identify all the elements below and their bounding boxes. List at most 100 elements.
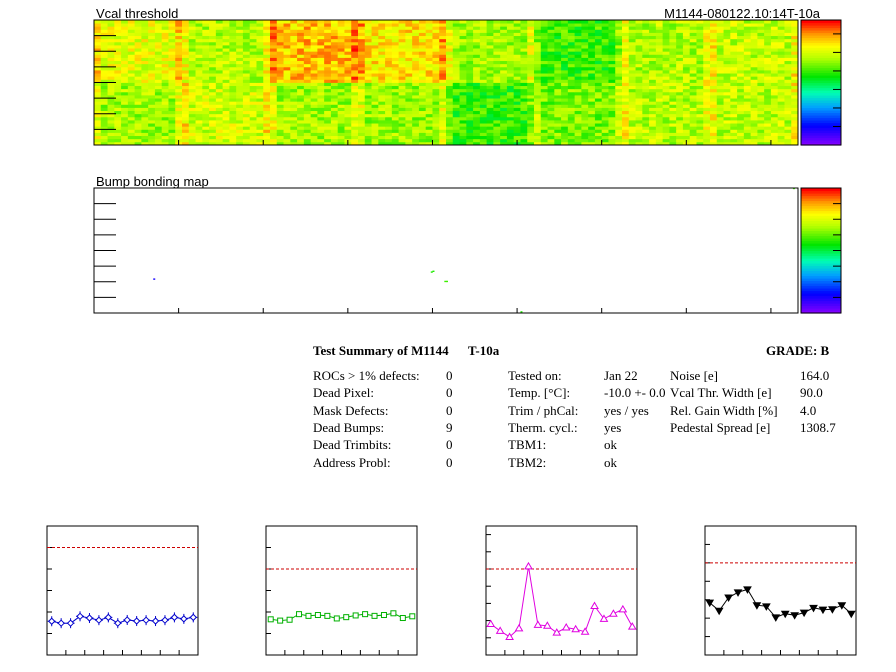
vcal-cell <box>161 66 169 71</box>
vcal-cell <box>649 82 657 87</box>
vcal-cell <box>561 73 569 77</box>
vcal-cell <box>371 23 379 27</box>
vcal-cell <box>601 48 609 52</box>
vcal-cell <box>398 51 406 55</box>
vcal-cell <box>676 45 684 49</box>
vcal-cell <box>452 135 460 140</box>
vcal-cell <box>263 116 271 121</box>
vcal-cell <box>100 123 108 127</box>
vcal-cell <box>716 66 724 71</box>
vcal-cell <box>554 129 562 133</box>
vcal-cell <box>520 35 528 40</box>
vcal-cell <box>412 132 420 137</box>
vcal-cell <box>303 57 312 62</box>
vcal-cell <box>290 79 298 83</box>
summary-value: 0 <box>446 402 453 418</box>
vcal-cell <box>466 66 474 71</box>
vcal-cell <box>534 38 542 43</box>
vcal-cell <box>682 120 691 124</box>
vcal-cell <box>195 135 203 140</box>
vcal-cell <box>351 135 359 140</box>
vcal-cell <box>547 79 555 83</box>
vcal-cell <box>182 129 190 133</box>
vcal-cell <box>486 60 494 65</box>
vcal-cell <box>791 73 799 77</box>
vcal-cell <box>486 26 494 30</box>
vcal-cell <box>398 141 406 146</box>
vcal-cell <box>290 48 298 52</box>
vcal-cell <box>479 48 488 52</box>
vcal-cell <box>649 138 657 143</box>
vcal-cell <box>168 73 176 77</box>
vcal-cell <box>215 54 224 58</box>
vcal-cell <box>703 57 711 62</box>
vcal-cell <box>635 132 643 137</box>
vcal-cell <box>236 85 244 90</box>
data-point <box>837 602 847 610</box>
vcal-cell <box>412 35 420 40</box>
vcal-cell <box>473 123 481 127</box>
vcal-cell <box>784 126 792 130</box>
bump-map-axes <box>93 187 772 314</box>
vcal-cell <box>534 129 542 133</box>
vcal-cell <box>134 98 142 102</box>
vcal-cell <box>412 54 420 58</box>
vcal-cell <box>689 104 697 108</box>
vcal-cell <box>547 138 555 143</box>
vcal-cell <box>608 88 616 93</box>
vcal-cell <box>364 120 372 124</box>
data-point <box>142 616 150 624</box>
vcal-cell <box>134 138 142 143</box>
vcal-cell <box>161 70 169 74</box>
vcal-cell <box>121 29 129 33</box>
vcal-cell <box>432 51 440 55</box>
vcal-cell <box>479 129 488 133</box>
vcal-cell <box>94 113 102 118</box>
vcal-cell <box>588 66 596 71</box>
vcal-cell <box>689 60 697 65</box>
vcal-cell <box>520 132 528 137</box>
vcal-cell <box>791 20 799 24</box>
vcal-cell <box>134 101 142 105</box>
vcal-cell <box>479 113 488 118</box>
vcal-cell <box>330 129 339 133</box>
vcal-cell <box>161 91 169 96</box>
vcal-cell <box>682 132 691 137</box>
vcal-cell <box>249 73 257 77</box>
vcal-cell <box>730 113 738 118</box>
vcal-cell <box>141 85 149 90</box>
vcal-cell <box>398 45 406 49</box>
vcal-cell <box>432 41 440 46</box>
vcal-cell <box>710 38 718 43</box>
vcal-cell <box>263 70 271 74</box>
vcal-cell <box>161 60 169 65</box>
vcal-cell <box>540 63 548 68</box>
vcal-cell <box>134 126 142 130</box>
vcal-cell <box>527 116 535 121</box>
vcal-cell <box>121 70 129 74</box>
vcal-cell <box>486 29 494 33</box>
vcal-cell <box>561 20 569 24</box>
vcal-cell <box>473 45 481 49</box>
vcal-cell <box>371 138 379 143</box>
vcal-cell <box>182 101 190 105</box>
vcal-cell <box>520 60 528 65</box>
vcal-cell <box>134 63 142 68</box>
vcal-cell <box>236 29 244 33</box>
vcal-cell <box>764 113 772 118</box>
vcal-cell <box>757 60 765 65</box>
vcal-cell <box>506 51 515 55</box>
vcal-cell <box>358 70 366 74</box>
vcal-cell <box>493 88 501 93</box>
vcal-cell <box>520 123 528 127</box>
vcal-cell <box>168 76 176 80</box>
palette-band <box>801 293 841 297</box>
vcal-cell <box>540 116 548 121</box>
vcal-cell <box>385 120 393 124</box>
vcal-cell <box>479 23 488 27</box>
vcal-cell <box>412 32 420 37</box>
vcal-cell <box>655 29 664 33</box>
vcal-cell <box>581 116 589 121</box>
vcal-cell <box>337 26 345 30</box>
vcal-cell <box>127 129 136 133</box>
